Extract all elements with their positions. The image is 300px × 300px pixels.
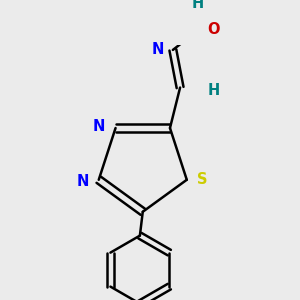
Text: S: S <box>197 172 207 187</box>
Text: H: H <box>208 83 220 98</box>
Text: H: H <box>191 0 204 11</box>
Text: N: N <box>93 119 105 134</box>
Text: N: N <box>76 174 88 189</box>
Text: N: N <box>152 42 164 57</box>
Text: O: O <box>208 22 220 37</box>
